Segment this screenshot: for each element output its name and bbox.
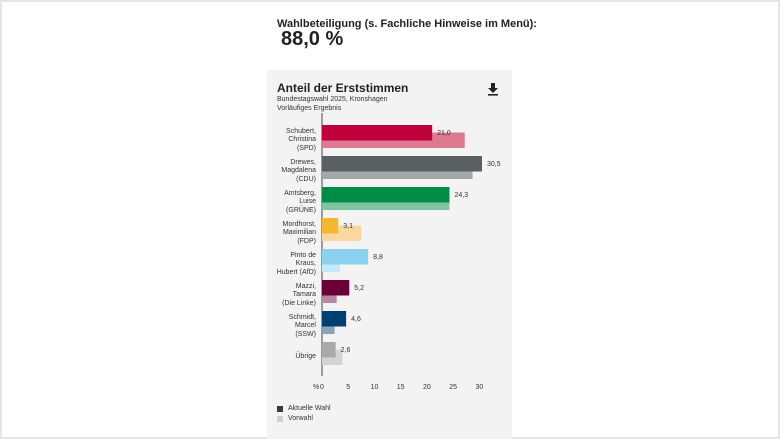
data-label: 30,5	[487, 161, 501, 168]
legend-label-previous: Vorwahl	[288, 415, 313, 422]
x-tick-label: 5	[346, 384, 350, 391]
x-tick-label: 10	[371, 384, 379, 391]
candidate-label-line: Drewes,	[290, 158, 316, 166]
candidate-label-line: Schubert,	[286, 127, 316, 135]
bar-current	[322, 218, 339, 234]
candidate-label-line: (CDU)	[296, 175, 316, 183]
candidate-label: Schubert, Christina (SPD)	[256, 128, 316, 154]
turnout-label: Wahlbeteiligung (s. Fachliche Hinweise i…	[277, 18, 537, 30]
bar-current	[322, 156, 482, 172]
candidate-label-line: Mordhorst,	[282, 220, 316, 228]
candidate-label-line: Marcel	[294, 322, 316, 330]
candidate-label: Amtsberg, Luise (GRÜNE)	[256, 190, 316, 216]
candidate-label-line: (SSW)	[295, 330, 316, 338]
data-label: 3,1	[343, 223, 353, 230]
candidate-label-line: Amtsberg,	[284, 189, 316, 197]
chart-title: Anteil der Erststimmen	[277, 81, 409, 95]
chart-subtitle-status: Vorläufiges Ergebnis	[277, 105, 342, 112]
candidate-label: Pinto de Kraus, Hubert (AfD)	[256, 252, 316, 278]
candidate-label: Übrige	[256, 353, 316, 362]
download-icon[interactable]	[486, 82, 500, 96]
x-tick-label: 15	[397, 384, 405, 391]
candidate-label-line: Tamara	[292, 291, 316, 299]
bar-current	[322, 280, 350, 296]
data-label: 4,6	[351, 316, 361, 323]
legend-swatch-current	[277, 406, 283, 412]
candidate-label-line: Magdalena	[281, 167, 316, 175]
data-label: 21,0	[437, 130, 451, 137]
candidate-label-line: Christina	[288, 136, 316, 144]
legend-label-current: Aktuelle Wahl	[288, 405, 331, 412]
x-axis-unit: %	[313, 384, 319, 391]
chart-subtitle: Bundestagswahl 2025, Kronshagen	[277, 96, 388, 103]
candidate-label: Drewes, Magdalena (CDU)	[256, 159, 316, 185]
legend-swatch-previous	[277, 416, 283, 422]
x-tick-label: 25	[449, 384, 457, 391]
candidate-label-line: (GRÜNE)	[286, 206, 316, 214]
candidate-label-line: Hubert (AfD)	[276, 268, 316, 276]
candidate-label-line: Pinto de	[290, 251, 316, 259]
candidate-label: Mordhorst, Maximilian (FDP)	[256, 221, 316, 247]
candidate-label-line: (FDP)	[297, 237, 316, 245]
bar-current	[322, 249, 369, 265]
bar-current	[322, 187, 450, 203]
x-tick-label: 0	[320, 384, 324, 391]
bar-current	[322, 125, 433, 141]
candidate-label-line: Luise	[299, 198, 316, 206]
candidate-label-line: Kraus,	[295, 260, 316, 268]
candidate-label-line: Maximilian	[282, 229, 316, 237]
candidate-label-line: Schmidt,	[288, 313, 316, 321]
data-label: 2,6	[341, 347, 351, 354]
candidate-label-line: Übrige	[295, 353, 316, 361]
data-label: 24,3	[454, 192, 468, 199]
candidate-label-line: (SPD)	[296, 144, 316, 152]
candidate-label-line: (Die Linke)	[282, 299, 316, 307]
turnout-value: 88,0 %	[281, 28, 344, 50]
candidate-label: Mazzi, Tamara (Die Linke)	[256, 283, 316, 309]
data-label: 8,8	[373, 254, 383, 261]
x-tick-label: 20	[423, 384, 431, 391]
candidate-label: Schmidt, Marcel (SSW)	[256, 314, 316, 340]
candidate-label-line: Mazzi,	[295, 282, 316, 290]
bar-current	[322, 342, 336, 358]
data-label: 5,2	[354, 285, 364, 292]
bar-current	[322, 311, 347, 327]
x-tick-label: 30	[475, 384, 483, 391]
